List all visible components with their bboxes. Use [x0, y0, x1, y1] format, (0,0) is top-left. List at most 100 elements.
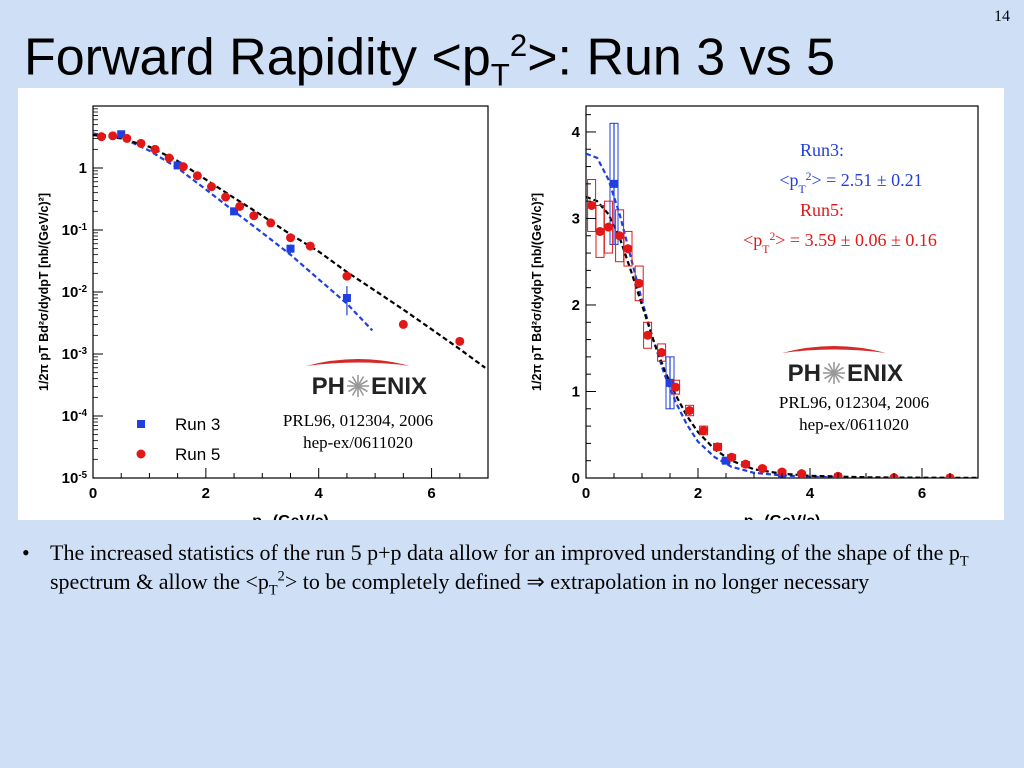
bullet-text: The increased statistics of the run 5 p+… — [50, 538, 1000, 599]
data-point-run5 — [797, 469, 807, 478]
logo-star-icon — [347, 375, 369, 397]
data-point-run5 — [150, 144, 160, 154]
legend-marker-run3 — [137, 420, 145, 428]
data-point-run5 — [398, 319, 408, 329]
data-point-run5 — [603, 222, 613, 232]
data-point-run5 — [727, 452, 737, 462]
y-tick-label-0: 10-3 — [62, 346, 88, 364]
phenix-logo-1: PH ENIX — [782, 346, 903, 387]
x-tick-label-0-2: 2 — [202, 485, 210, 502]
data-point-run5 — [266, 218, 276, 228]
logo-star-ray — [827, 363, 835, 374]
y-axis-label-0: 1/2π pT Bd²σ/dydpT [nb/(GeV/c)²] — [37, 193, 51, 391]
logo-star-ray — [351, 385, 359, 396]
bullet-t4: extrapolation in no longer necessary — [544, 569, 870, 594]
x-tick-label-1-2: 2 — [694, 485, 702, 502]
data-point-run5 — [587, 200, 597, 210]
x-axis-label-0: pT (GeV/c) — [252, 513, 329, 520]
logo-star-ray — [833, 366, 844, 374]
x-tick-label-1-4: 4 — [806, 485, 815, 502]
data-point-run3 — [342, 294, 351, 303]
logo-star-ray — [348, 379, 359, 387]
y-tick-label-1-0: 0 — [572, 470, 580, 487]
reference-line-0-1: hep-ex/0611020 — [303, 433, 413, 452]
x-tick-label-0-4: 4 — [315, 485, 324, 502]
logo-star-ray — [824, 372, 835, 380]
logo-star-ray — [833, 372, 844, 380]
fit-curve-run3-1 — [586, 152, 839, 478]
logo-text-left: PH — [312, 373, 345, 400]
logo-star-ray — [833, 363, 841, 374]
data-point-run5 — [615, 231, 625, 241]
data-point-run5 — [623, 244, 633, 254]
data-point-run3 — [666, 378, 674, 387]
reference-line-1-1: hep-ex/0611020 — [799, 415, 909, 434]
data-point-run5 — [164, 153, 174, 163]
implies-arrow: ⇒ — [526, 569, 545, 594]
data-point-run3 — [117, 130, 126, 139]
data-point-run5 — [342, 271, 352, 281]
y-tick-label-1-4: 4 — [572, 124, 581, 141]
data-point-run3 — [286, 244, 295, 253]
data-point-run5 — [108, 131, 118, 141]
data-point-run3 — [722, 456, 730, 465]
logo-star-ray — [357, 385, 368, 393]
reference-line-1-0: PRL96, 012304, 2006 — [779, 393, 929, 412]
logo-text-right: ENIX — [371, 373, 427, 400]
data-point-run5 — [643, 330, 653, 340]
data-point-run5 — [305, 241, 315, 251]
data-point-run5 — [122, 133, 132, 143]
y-tick-label-0: 10-4 — [62, 408, 88, 426]
data-point-run5 — [235, 201, 245, 211]
logo-star-ray — [824, 366, 835, 374]
slide-title: Forward Rapidity <pT2>: Run 3 vs 5 — [24, 30, 835, 91]
data-point-run5 — [221, 192, 231, 202]
logo-text-right: ENIX — [847, 360, 903, 387]
x-tick-label-1-0: 0 — [582, 485, 590, 502]
logo-star-ray — [351, 376, 359, 387]
run3-label: Run3: — [800, 140, 844, 160]
title-sup: 2 — [509, 28, 528, 63]
run5-label: Run5: — [800, 200, 844, 220]
y-tick-label-1-2: 2 — [572, 297, 580, 314]
run5-mean-pt2: <pT2> = 3.59 ± 0.06 ± 0.16 — [743, 230, 937, 256]
plot-area-0 — [93, 130, 486, 369]
data-point-run5 — [741, 459, 751, 469]
logo-star-ray — [833, 372, 841, 383]
phenix-logo-0: PH ENIX — [306, 359, 427, 400]
fit-curve-run3-0 — [93, 132, 374, 332]
y-axis-label-1: 1/2π pT Bd²σ/dydpT [nb/(GeV/c)²] — [530, 193, 544, 391]
bullet-sub2: T — [268, 582, 278, 599]
logo-swoosh — [782, 346, 886, 353]
reference-line-0-0: PRL96, 012304, 2006 — [283, 411, 433, 430]
data-point-run5 — [96, 132, 106, 142]
y-tick-label-1-1: 1 — [572, 383, 580, 400]
bullet-t2: spectrum & allow the <p — [50, 569, 269, 594]
logo-star-ray — [357, 385, 365, 396]
bullet-sup2: 2 — [277, 568, 285, 585]
bullet-mark: • — [22, 540, 30, 565]
run3-mean-pt2: <pT2> = 2.51 ± 0.21 — [779, 170, 922, 196]
logo-star-ray — [348, 385, 359, 393]
data-point-run5 — [657, 348, 667, 358]
data-point-run5 — [192, 171, 202, 181]
data-point-run5 — [685, 406, 695, 416]
figure-svg: 0 2 4 6 10-5 10-4 10-3 10-2 10-1 1 pT (GeV/c) 1/2π … — [37, 105, 979, 520]
figure-panel: 0 2 4 6 10-5 10-4 10-3 10-2 10-1 1 pT (GeV/c) 1/2π … — [18, 88, 1004, 520]
data-point-run5 — [207, 182, 216, 192]
title-sub: T — [490, 57, 510, 93]
logo-star-ray — [357, 376, 365, 387]
data-point-run5 — [757, 463, 767, 473]
data-point-run3 — [610, 179, 618, 188]
logo-star-ray — [357, 379, 368, 387]
y-tick-label-1-3: 3 — [572, 210, 580, 227]
data-point-run5 — [455, 336, 465, 346]
bullet-t1: The increased statistics of the run 5 p+… — [50, 540, 960, 565]
data-point-run5 — [595, 226, 605, 236]
logo-text-left: PH — [788, 360, 821, 387]
bullet-sub: T — [959, 553, 969, 570]
title-part2: >: Run 3 vs 5 — [527, 28, 836, 87]
y-tick-label-0: 10-5 — [62, 470, 88, 488]
data-point-run5 — [178, 162, 188, 172]
legend-label-run3: Run 3 — [175, 415, 220, 434]
